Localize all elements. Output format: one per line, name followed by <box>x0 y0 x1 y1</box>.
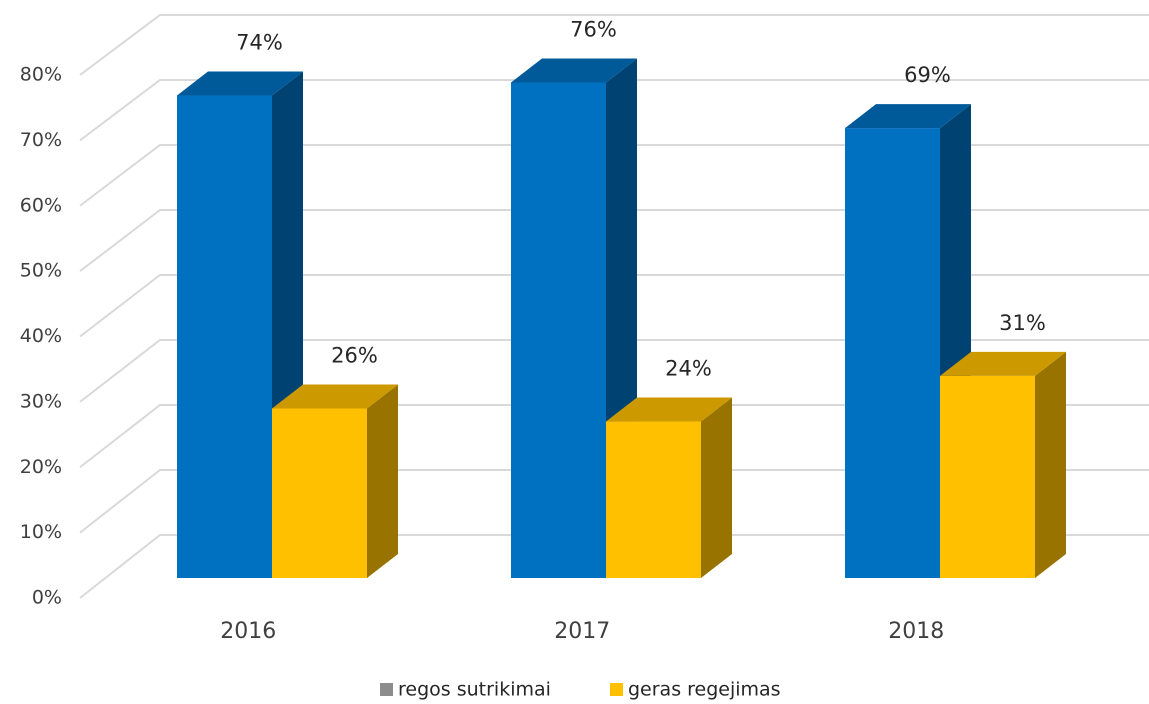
y-tick-label: 20% <box>20 456 62 478</box>
bar <box>940 351 1066 578</box>
bar-top <box>940 351 1066 376</box>
data-label: 26% <box>331 343 378 367</box>
grid-line <box>79 209 1149 272</box>
grid-line <box>79 144 1149 207</box>
legend-label: geras regejimas <box>628 679 781 701</box>
data-label: 31% <box>999 311 1046 335</box>
x-tick-label: 2018 <box>888 619 944 644</box>
data-label: 74% <box>236 31 283 55</box>
grid-line <box>79 79 1149 142</box>
grid-line <box>79 339 1149 403</box>
y-tick-label: 60% <box>20 194 62 216</box>
x-tick-label: 2016 <box>220 619 276 644</box>
y-tick-label: 70% <box>20 129 62 151</box>
bar-front <box>272 408 367 578</box>
data-label: 76% <box>570 17 617 41</box>
bar-top <box>606 397 732 422</box>
bar-front <box>511 82 606 578</box>
bar-top <box>177 71 303 96</box>
bar-front <box>177 95 272 579</box>
grid-line <box>79 274 1149 338</box>
data-label: 69% <box>904 63 951 87</box>
bar-front <box>940 375 1035 578</box>
legend-swatch <box>380 683 393 696</box>
y-tick-label: 40% <box>20 325 62 347</box>
y-tick-label: 0% <box>32 587 62 609</box>
legend-label: regos sutrikimai <box>398 679 551 701</box>
data-label: 24% <box>665 357 712 381</box>
bar-side <box>367 384 398 578</box>
grid-line <box>79 469 1149 534</box>
x-tick-label: 2017 <box>554 619 610 644</box>
grid-line <box>79 404 1149 469</box>
grid-line <box>79 14 1149 76</box>
grid-line <box>79 534 1149 599</box>
legend-swatch <box>610 683 623 696</box>
bar-front <box>845 128 940 578</box>
bar-top <box>511 58 637 83</box>
bar-side <box>701 397 732 578</box>
y-tick-label: 50% <box>20 260 62 282</box>
bar-top <box>272 384 398 409</box>
y-tick-label: 30% <box>20 390 62 412</box>
y-tick-label: 10% <box>20 521 62 543</box>
bar-front <box>606 421 701 578</box>
bar-side <box>1035 351 1066 578</box>
bar <box>272 384 398 578</box>
bar <box>606 397 732 578</box>
y-tick-label: 80% <box>20 64 62 86</box>
bar-top <box>845 104 971 129</box>
